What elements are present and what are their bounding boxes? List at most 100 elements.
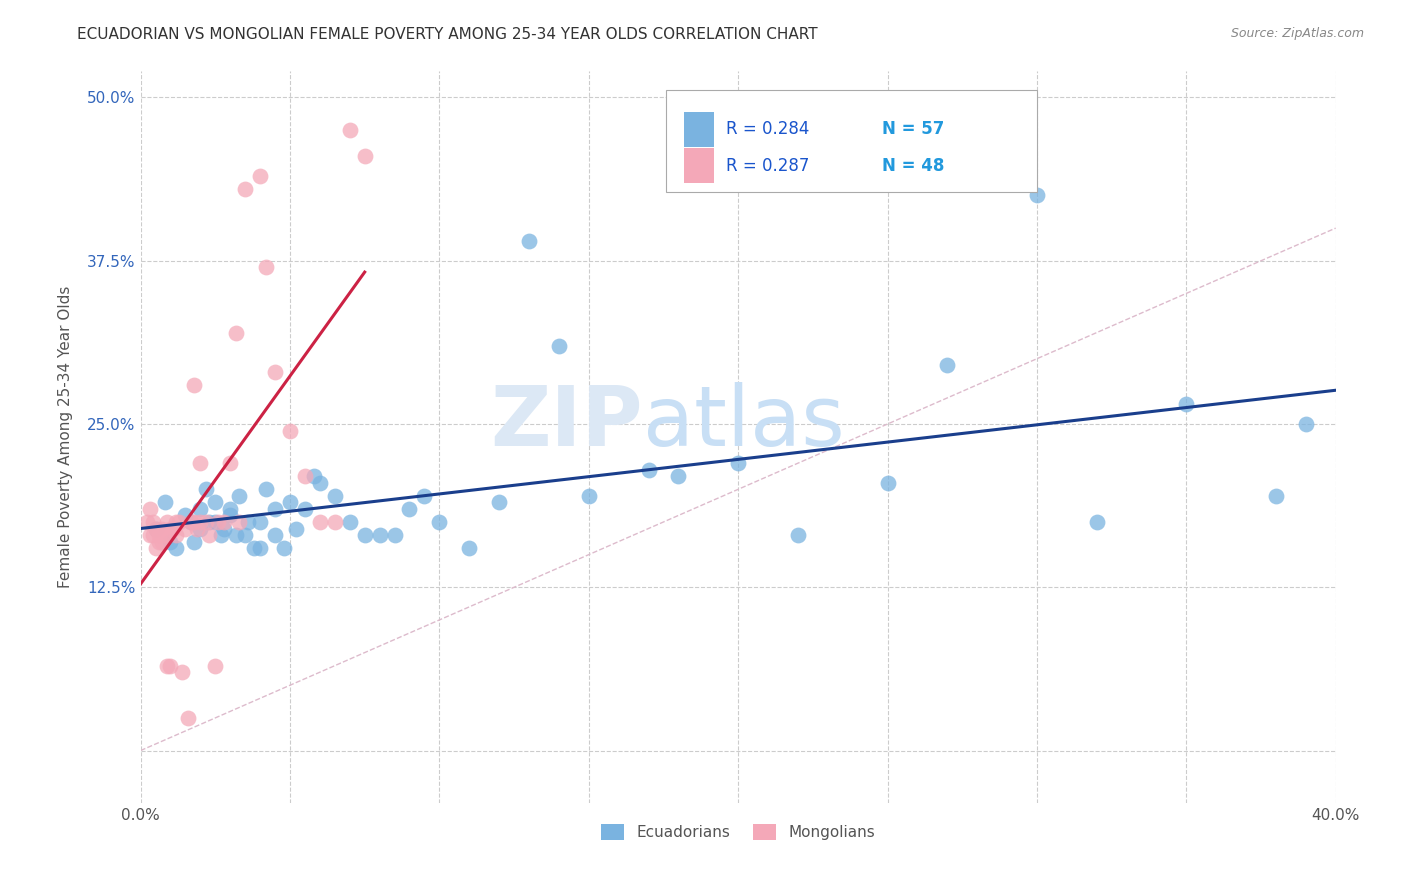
Point bbox=[188, 515, 212, 529]
Point bbox=[727, 456, 749, 470]
Point bbox=[188, 502, 212, 516]
Point bbox=[398, 502, 420, 516]
Point bbox=[195, 483, 218, 497]
Text: ECUADORIAN VS MONGOLIAN FEMALE POVERTY AMONG 25-34 YEAR OLDS CORRELATION CHART: ECUADORIAN VS MONGOLIAN FEMALE POVERTY A… bbox=[77, 27, 818, 42]
Point bbox=[166, 528, 188, 542]
Point bbox=[1295, 417, 1317, 431]
Point bbox=[145, 521, 167, 535]
FancyBboxPatch shape bbox=[685, 148, 714, 183]
Point bbox=[228, 515, 250, 529]
Point bbox=[1265, 489, 1288, 503]
Y-axis label: Female Poverty Among 25-34 Year Olds: Female Poverty Among 25-34 Year Olds bbox=[59, 286, 73, 588]
Point bbox=[225, 326, 247, 340]
Point bbox=[249, 541, 271, 555]
Point bbox=[162, 521, 184, 535]
Point bbox=[294, 502, 316, 516]
Point bbox=[153, 528, 176, 542]
Point bbox=[204, 515, 226, 529]
Point bbox=[637, 463, 659, 477]
Point bbox=[353, 528, 375, 542]
Point bbox=[233, 182, 256, 196]
Point bbox=[787, 528, 810, 542]
Point bbox=[249, 169, 271, 183]
Point bbox=[183, 377, 205, 392]
Point bbox=[323, 515, 346, 529]
Point bbox=[294, 469, 316, 483]
Point bbox=[169, 515, 191, 529]
Point bbox=[254, 260, 277, 275]
Point bbox=[204, 495, 226, 509]
Point bbox=[172, 665, 194, 680]
Point bbox=[209, 528, 232, 542]
Point bbox=[1175, 397, 1198, 411]
Point bbox=[1085, 515, 1108, 529]
Point bbox=[225, 528, 247, 542]
Point bbox=[188, 456, 212, 470]
Point bbox=[159, 521, 181, 535]
Point bbox=[427, 515, 450, 529]
Point bbox=[156, 515, 179, 529]
Legend: Ecuadorians, Mongolians: Ecuadorians, Mongolians bbox=[595, 818, 882, 847]
Text: ZIP: ZIP bbox=[491, 382, 643, 463]
Text: R = 0.284: R = 0.284 bbox=[727, 120, 810, 138]
Point bbox=[141, 528, 163, 542]
Point bbox=[458, 541, 481, 555]
Text: atlas: atlas bbox=[643, 382, 844, 463]
Point bbox=[278, 424, 301, 438]
Point bbox=[186, 521, 208, 535]
Point bbox=[188, 521, 212, 535]
Point bbox=[309, 475, 332, 490]
FancyBboxPatch shape bbox=[666, 90, 1038, 192]
Point bbox=[488, 495, 510, 509]
Point bbox=[150, 521, 173, 535]
Point bbox=[233, 528, 256, 542]
Point bbox=[198, 515, 221, 529]
Point bbox=[264, 502, 287, 516]
Point bbox=[264, 365, 287, 379]
Point bbox=[195, 515, 218, 529]
Point bbox=[166, 515, 188, 529]
Point bbox=[384, 528, 406, 542]
Point bbox=[214, 521, 236, 535]
Point bbox=[159, 658, 181, 673]
Point bbox=[339, 123, 361, 137]
Point bbox=[145, 521, 167, 535]
Point bbox=[284, 521, 308, 535]
Point bbox=[236, 515, 259, 529]
Point bbox=[141, 515, 163, 529]
Point bbox=[228, 489, 250, 503]
Point bbox=[302, 469, 325, 483]
Point bbox=[183, 515, 205, 529]
Point bbox=[204, 658, 226, 673]
Point bbox=[219, 456, 242, 470]
Point bbox=[273, 541, 295, 555]
Point bbox=[207, 515, 229, 529]
Point bbox=[368, 528, 391, 542]
Point bbox=[166, 541, 188, 555]
Point bbox=[219, 502, 242, 516]
Point bbox=[153, 495, 176, 509]
Point bbox=[353, 149, 375, 163]
Point bbox=[153, 528, 176, 542]
Point bbox=[578, 489, 600, 503]
Point bbox=[150, 534, 173, 549]
Point bbox=[254, 483, 277, 497]
Point bbox=[138, 528, 160, 542]
Point bbox=[1026, 188, 1049, 202]
Point bbox=[138, 502, 160, 516]
Point bbox=[219, 508, 242, 523]
Point bbox=[174, 521, 197, 535]
Point bbox=[264, 528, 287, 542]
Point bbox=[174, 508, 197, 523]
Point bbox=[183, 534, 205, 549]
Point bbox=[180, 515, 202, 529]
Point bbox=[198, 528, 221, 542]
Point bbox=[180, 515, 202, 529]
Point bbox=[517, 234, 540, 248]
Point bbox=[145, 541, 167, 555]
Point bbox=[876, 475, 898, 490]
FancyBboxPatch shape bbox=[685, 112, 714, 146]
Point bbox=[936, 358, 959, 372]
Text: Source: ZipAtlas.com: Source: ZipAtlas.com bbox=[1230, 27, 1364, 40]
Point bbox=[135, 515, 157, 529]
